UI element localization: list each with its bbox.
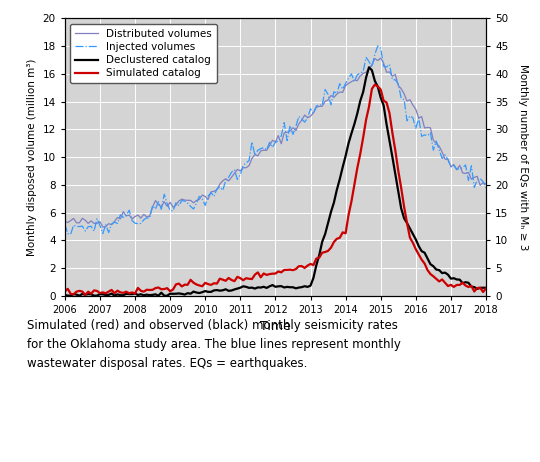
Simulated catalog bbox=[64, 286, 71, 292]
Declustered catalog bbox=[64, 293, 71, 298]
Distributed volumes bbox=[386, 69, 393, 75]
Injected volumes bbox=[307, 106, 314, 111]
Distributed volumes bbox=[483, 182, 489, 187]
Declustered catalog bbox=[85, 292, 91, 297]
Injected volumes bbox=[64, 231, 71, 237]
Injected volumes bbox=[398, 95, 404, 101]
Simulated catalog bbox=[62, 289, 68, 294]
Injected volumes bbox=[386, 61, 393, 67]
Line: Injected volumes: Injected volumes bbox=[65, 46, 486, 234]
Distributed volumes bbox=[82, 218, 89, 223]
Simulated catalog bbox=[85, 289, 91, 294]
Distributed volumes bbox=[99, 224, 106, 230]
Line: Distributed volumes: Distributed volumes bbox=[65, 58, 486, 227]
Legend: Distributed volumes, Injected volumes, Declustered catalog, Simulated catalog: Distributed volumes, Injected volumes, D… bbox=[70, 24, 218, 84]
Declustered catalog bbox=[398, 206, 404, 211]
Declustered catalog bbox=[366, 65, 372, 70]
Y-axis label: Monthly disposed volume (million m³): Monthly disposed volume (million m³) bbox=[27, 58, 37, 256]
Simulated catalog bbox=[386, 110, 393, 116]
X-axis label: Time: Time bbox=[260, 320, 291, 333]
Simulated catalog bbox=[460, 280, 466, 286]
Declustered catalog bbox=[62, 292, 68, 298]
Simulated catalog bbox=[398, 185, 404, 191]
Simulated catalog bbox=[372, 82, 378, 87]
Injected volumes bbox=[460, 165, 466, 170]
Declustered catalog bbox=[483, 285, 489, 291]
Declustered catalog bbox=[460, 280, 466, 286]
Injected volumes bbox=[375, 43, 381, 49]
Simulated catalog bbox=[82, 292, 89, 298]
Injected volumes bbox=[62, 221, 68, 227]
Injected volumes bbox=[85, 224, 91, 230]
Injected volumes bbox=[483, 185, 489, 191]
Distributed volumes bbox=[377, 55, 384, 61]
Distributed volumes bbox=[307, 113, 314, 119]
Injected volumes bbox=[68, 231, 74, 237]
Line: Simulated catalog: Simulated catalog bbox=[65, 85, 486, 295]
Declustered catalog bbox=[386, 138, 393, 143]
Declustered catalog bbox=[307, 283, 314, 288]
Text: Simulated (red) and observed (black) monthly seismicity rates
for the Oklahoma s: Simulated (red) and observed (black) mon… bbox=[27, 319, 401, 370]
Distributed volumes bbox=[460, 170, 466, 176]
Simulated catalog bbox=[307, 261, 314, 267]
Line: Declustered catalog: Declustered catalog bbox=[65, 67, 486, 296]
Declustered catalog bbox=[76, 293, 83, 298]
Y-axis label: Monthly number of EQs with Mₕ ≥ 3: Monthly number of EQs with Mₕ ≥ 3 bbox=[518, 64, 528, 250]
Distributed volumes bbox=[398, 86, 404, 91]
Simulated catalog bbox=[483, 286, 489, 291]
Distributed volumes bbox=[62, 218, 68, 224]
Distributed volumes bbox=[64, 220, 71, 225]
